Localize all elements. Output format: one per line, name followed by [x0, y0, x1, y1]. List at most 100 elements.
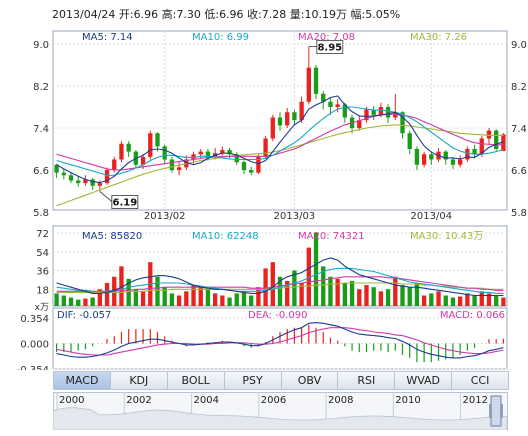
candle-body [299, 101, 304, 121]
stock-chart[interactable]: 9.0 9.0 8.2 8.2 7.4 7.4 6.6 6.6 5.8 5.8 2013/02 201… [0, 0, 528, 370]
candle-body [277, 117, 283, 126]
ma10-line [56, 106, 504, 176]
tab-kdj[interactable]: KDJ [109, 371, 168, 390]
y-tick-label-right: 5.8 [511, 208, 527, 219]
candle-body [429, 154, 434, 160]
volume-bar [205, 289, 211, 306]
volume-bar [357, 289, 362, 306]
candle-body [68, 175, 74, 181]
timeline-navigator[interactable]: 2000 2002 2004 2006 2008 2010 2012 [53, 392, 508, 430]
quote-date: 2013/04/24 [52, 8, 116, 21]
tab-obv[interactable]: OBV [280, 371, 339, 390]
volume-bar [90, 297, 95, 306]
candle-body [407, 133, 412, 149]
candle-body [342, 104, 348, 118]
candle-body [328, 101, 333, 107]
candle-body [119, 143, 124, 160]
volume-bar [83, 298, 88, 306]
volume-bar [421, 295, 427, 306]
candle-body [465, 149, 470, 160]
dif-line [56, 322, 504, 359]
change-label: 幅: [350, 8, 366, 21]
candle-body [364, 109, 369, 121]
tab-wvad[interactable]: WVAD [394, 371, 453, 390]
volume-bar [54, 293, 59, 306]
candle-body [501, 134, 506, 152]
x-tick-label: 2013/04 [411, 211, 453, 222]
tab-cci[interactable]: CCI [451, 371, 509, 390]
volume-bar [140, 291, 146, 306]
candle-body [472, 149, 477, 155]
timeline-year-label: 2008 [328, 395, 353, 406]
x-tick-label: 2013/02 [144, 211, 186, 222]
volume-bar [385, 289, 391, 306]
candle-body [270, 117, 275, 139]
y-tick-label: 72 [36, 229, 49, 240]
legend-entry: DIF: -0.057 [57, 310, 111, 321]
candle-body [450, 159, 456, 165]
tab-psy[interactable]: PSY [223, 371, 282, 390]
candle-body [357, 120, 362, 128]
volume-bar [486, 293, 492, 306]
annotation-box [111, 195, 139, 209]
y-tick-label-right: 6.6 [511, 166, 527, 177]
legend-entry: DEA: -0.090 [248, 310, 307, 321]
volume-bar [457, 296, 463, 306]
volume-bar [450, 297, 456, 306]
candle-body [104, 170, 110, 184]
tab-boll[interactable]: BOLL [166, 371, 225, 390]
timeline-year-label: 2006 [261, 395, 286, 406]
volume-bar [68, 297, 74, 306]
candle-body [321, 93, 326, 102]
vol-ma5-line [56, 257, 504, 297]
y-tick-label-left: 9.0 [33, 40, 49, 51]
high-label: 高: [161, 8, 177, 21]
close-label: 收: [247, 8, 262, 21]
candle-body [76, 180, 81, 184]
volume-bar [227, 297, 232, 306]
timeline-handle-left [489, 404, 492, 418]
volume-bar [292, 270, 297, 306]
volume-bar [241, 291, 247, 306]
candle-body [90, 179, 95, 186]
volume-panel: 72 54 36 18 x万 MA5: 85820 MA10: 62248 MA20: 743… [35, 225, 508, 313]
open-label: 开: [118, 8, 134, 21]
candle-body [205, 151, 211, 157]
volume-bar [119, 266, 124, 306]
volume-bar [76, 299, 81, 306]
volume-bar [371, 287, 376, 306]
volume-bar [443, 295, 448, 306]
candle-body [162, 146, 167, 160]
volume-unit-label: x万 [35, 303, 49, 313]
volume-bar [176, 295, 182, 306]
y-tick-label: 36 [36, 267, 49, 278]
legend-entry: MA20: 7.08 [298, 32, 355, 43]
volume-bar [306, 247, 311, 306]
candle-body [371, 109, 376, 115]
low-label: 低: [204, 8, 220, 21]
candle-body [140, 156, 146, 165]
candle-body [234, 154, 239, 163]
candle-body [443, 151, 448, 160]
candle-body [292, 112, 297, 121]
volume-bar [212, 293, 218, 306]
legend-entry: MA10: 62248 [192, 231, 259, 242]
tab-macd[interactable]: MACD [53, 371, 111, 390]
y-tick-label-left: 6.6 [33, 166, 49, 177]
timeline-profile [53, 407, 508, 430]
volume-bar [436, 291, 441, 306]
volume-bar [285, 280, 290, 306]
price-panel: 9.0 9.0 8.2 8.2 7.4 7.4 6.6 6.6 5.8 5.8 2013/02 201… [33, 30, 527, 222]
candle-body [421, 154, 427, 165]
candle-body [335, 104, 340, 107]
tab-rsi[interactable]: RSI [337, 371, 396, 390]
y-tick-label: -0.354 [17, 365, 49, 370]
volume-bar [126, 278, 131, 306]
close-value: 7.28 [261, 8, 287, 21]
volume-bar [277, 276, 283, 306]
volume-bar [104, 283, 110, 306]
volume-bar [407, 287, 412, 306]
volume-bar [249, 295, 254, 306]
timeline-range-selector [490, 395, 502, 427]
vol-ma20-line [56, 276, 504, 292]
